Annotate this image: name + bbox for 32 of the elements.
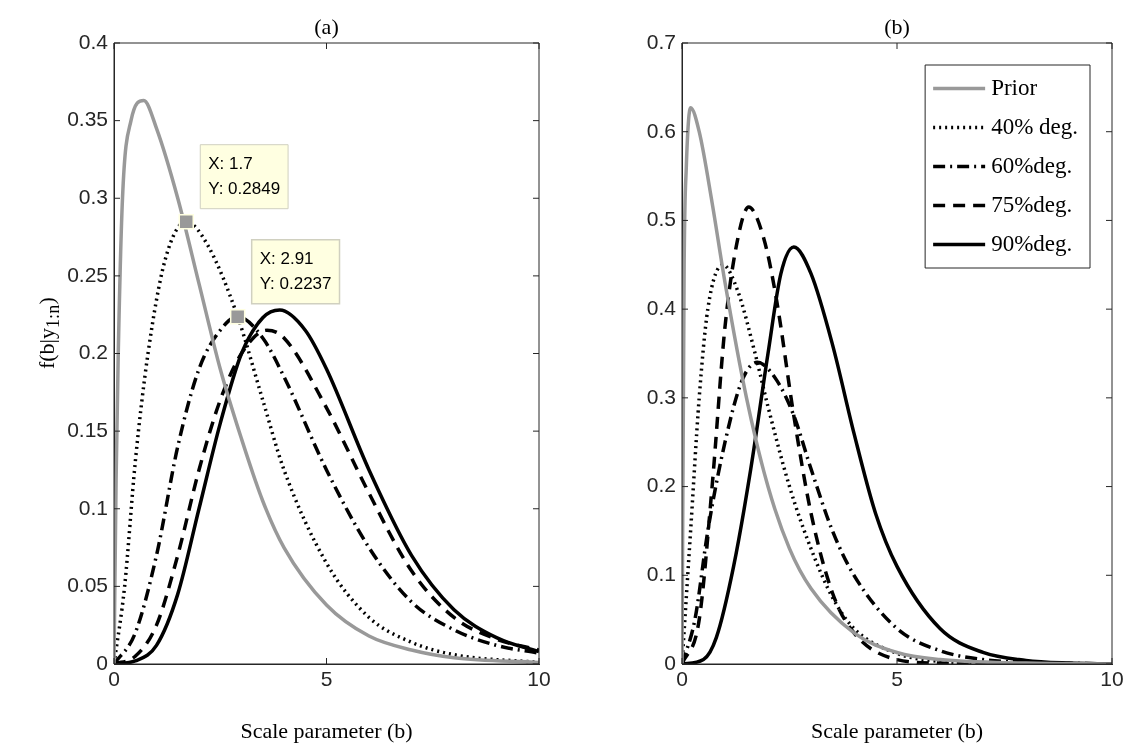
- x-tick-label: 10: [1100, 667, 1124, 691]
- annotation: X: 2.91 Y: 0.2237: [259, 248, 332, 293]
- y-tick-label: 0.7: [646, 29, 676, 53]
- x-tick-label: 5: [891, 667, 903, 691]
- annotation: X: 1.7 Y: 0.2849: [208, 153, 281, 198]
- legend-label: 75%deg.: [991, 191, 1073, 217]
- y-tick-label: 0.5: [646, 207, 676, 231]
- y-tick-label: 0.25: [67, 262, 108, 286]
- y-tick-label: 0.4: [646, 295, 677, 319]
- y-tick-label: 0.1: [78, 495, 108, 519]
- chart-title: (a): [314, 13, 339, 39]
- y-tick-label: 0.1: [646, 562, 676, 586]
- x-tick-label: 5: [320, 667, 333, 691]
- y-tick-label: 0.2: [78, 340, 108, 364]
- x-tick-label: 10: [527, 667, 551, 691]
- x-axis-title: Scale parameter (b): [810, 717, 984, 743]
- y-tick-label: 0.6: [646, 118, 676, 142]
- y-tick-label: 0.4: [78, 29, 109, 53]
- y-tick-label: 0.05: [67, 573, 108, 597]
- legend-label: 90%deg.: [991, 230, 1073, 256]
- chart-title: (b): [884, 13, 910, 39]
- y-tick-label: 0.3: [646, 384, 676, 408]
- legend-label: Prior: [991, 74, 1038, 100]
- x-axis-title: Scale parameter (b): [240, 717, 413, 743]
- y-tick-label: 0.3: [78, 185, 108, 209]
- y-tick-label: 0.15: [67, 417, 108, 441]
- y-tick-label: 0.35: [67, 107, 108, 131]
- y-tick-label: 0.2: [646, 473, 676, 497]
- legend-label: 60%deg.: [991, 152, 1073, 178]
- y-tick-label: 0: [96, 650, 108, 674]
- legend-label: 40% deg.: [991, 113, 1079, 139]
- y-tick-label: 0: [664, 650, 676, 674]
